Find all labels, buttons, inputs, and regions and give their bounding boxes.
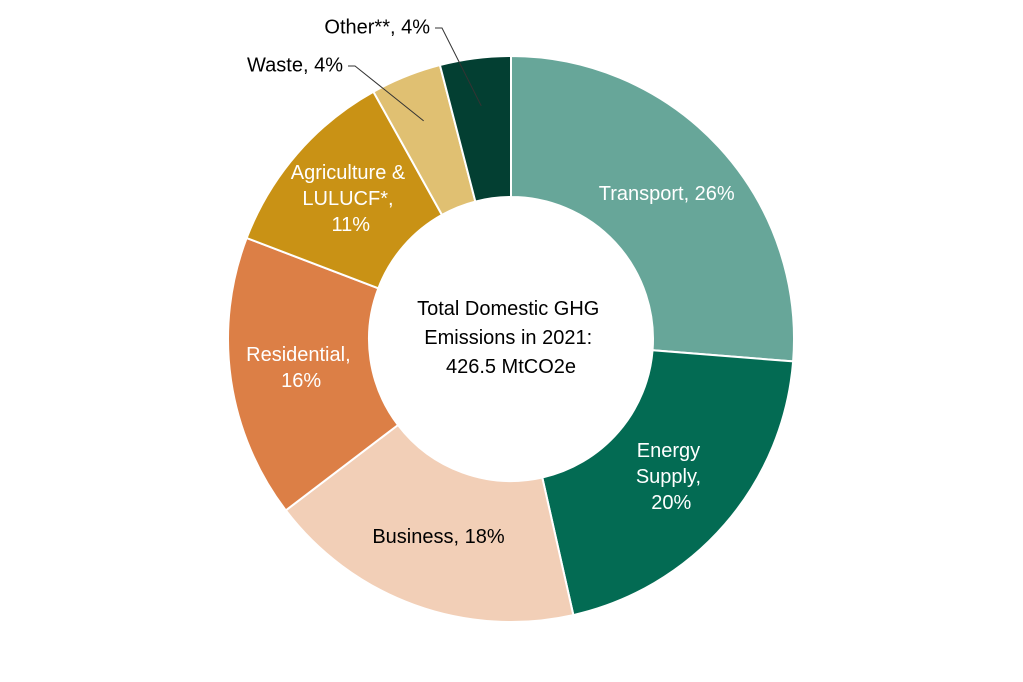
donut-slice [438,54,512,203]
donut-slice [227,236,400,512]
leader-line [348,65,424,122]
slice-label: Residential, 16% [246,344,356,392]
center-label: Total Domestic GHG Emissions in 2021: 42… [417,298,605,378]
donut-slice [284,423,575,623]
slice-label: Other**, 4% [324,16,430,38]
donut-slice [541,349,795,617]
slice-label: Agriculture & LULUCF*, 11% [291,162,411,236]
slice-label: Energy Supply, 20% [636,440,707,514]
slice-label: Waste, 4% [247,54,343,76]
donut-slice [245,90,444,290]
slice-label: Business, 18% [372,526,505,548]
leader-line [435,27,482,107]
donut-slice [510,54,795,363]
slice-label: Transport, 26% [599,183,735,205]
